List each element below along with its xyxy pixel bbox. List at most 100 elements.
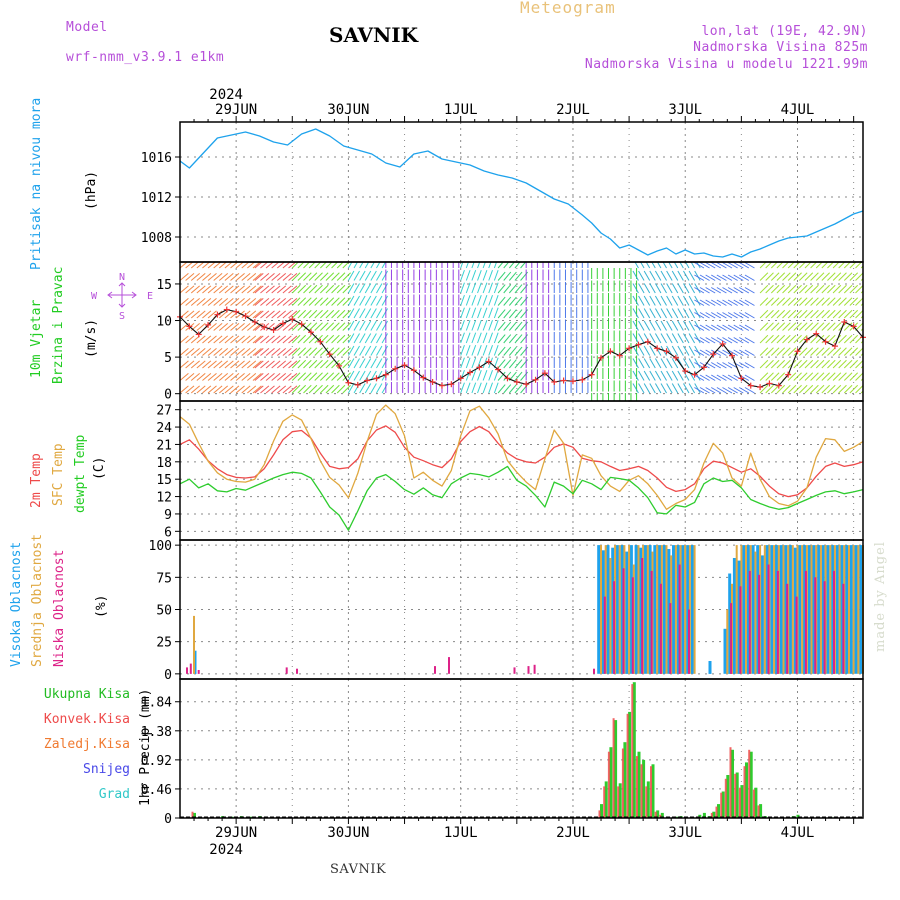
- total-rain-bar: [731, 749, 734, 818]
- y-tick-label: 25: [156, 636, 172, 651]
- wind-barb: [815, 262, 823, 269]
- wind-barb: [508, 262, 516, 269]
- wind-barb: [649, 295, 656, 306]
- y-tick-label: 15: [156, 473, 172, 488]
- wind-barb: [359, 320, 366, 331]
- wind-barb: [638, 295, 645, 306]
- high-cloud-bar: [606, 545, 610, 674]
- wind-barb: [297, 334, 307, 344]
- compass-east-arrow: [131, 291, 137, 299]
- wind-barb: [260, 310, 270, 319]
- wind-barb: [308, 297, 318, 306]
- wind-barb: [308, 262, 316, 269]
- wind-barb: [660, 370, 667, 381]
- wind-barb: [727, 362, 738, 369]
- wind-barb: [252, 285, 262, 294]
- wind-barb: [331, 372, 340, 381]
- mid-cloud-bar: [609, 558, 612, 674]
- wind-barb: [849, 284, 859, 294]
- high-cloud-bar: [644, 545, 647, 674]
- total-rain-bar: [614, 720, 618, 818]
- wind-barb: [196, 298, 206, 306]
- wind-barb: [185, 360, 195, 369]
- low-cloud-bar: [814, 577, 817, 674]
- convective-rain-bar: [603, 786, 606, 818]
- high-cloud-bar: [667, 549, 671, 674]
- wind-barb: [196, 335, 206, 344]
- wind-barb: [727, 374, 738, 381]
- wind-barb: [303, 262, 311, 269]
- wind-barb: [776, 297, 786, 306]
- wind-barb: [827, 334, 836, 344]
- wind-barb: [683, 383, 690, 394]
- wind-barb: [711, 349, 722, 356]
- wind-barb: [716, 362, 727, 369]
- top-year-label: 2024: [209, 87, 243, 103]
- wind-barb: [213, 373, 223, 381]
- low-cloud-bar: [758, 574, 761, 674]
- wind-barb: [230, 373, 240, 381]
- wind-barb: [514, 384, 523, 394]
- wind-barb: [765, 334, 774, 344]
- wind-barb: [838, 359, 847, 369]
- wind-barb: [235, 348, 245, 356]
- wind-barb: [770, 284, 780, 294]
- wind-barb: [821, 372, 830, 381]
- wind-barb: [465, 282, 471, 294]
- wind-barb: [649, 358, 656, 369]
- wind-barb: [265, 323, 275, 331]
- low-cloud-bar: [688, 609, 690, 674]
- wind-barb: [716, 324, 727, 331]
- wind-barb: [342, 334, 351, 344]
- wind-barb: [799, 359, 808, 369]
- wind-barb: [855, 384, 863, 394]
- wind-barb: [207, 335, 217, 344]
- wind-barb: [376, 295, 383, 306]
- wind-barb: [684, 262, 690, 269]
- wind-barb: [770, 262, 779, 269]
- wind-barb: [471, 294, 477, 306]
- wind-barb: [493, 307, 499, 319]
- wind-barb: [694, 345, 701, 356]
- wind-barb: [776, 334, 786, 344]
- y-tick-label: 5: [164, 351, 172, 366]
- wind-barb: [190, 285, 200, 294]
- wind-barb: [336, 309, 346, 319]
- wind-barb: [477, 319, 482, 331]
- wind-barb: [477, 269, 482, 281]
- wind-barb: [331, 262, 339, 269]
- wind-barb: [460, 382, 465, 394]
- wind-barb: [688, 358, 696, 369]
- wind-barb: [638, 270, 645, 281]
- wind-barb: [503, 321, 512, 331]
- wind-barb: [342, 309, 351, 319]
- mid-cloud-bar: [810, 545, 813, 674]
- wind-barb: [654, 308, 662, 319]
- wind-barb: [271, 385, 281, 394]
- wind-barb: [671, 333, 679, 344]
- wind-barb: [787, 262, 795, 269]
- legend-total-rain: Ukupna Kisa: [43, 687, 130, 702]
- wind-barb: [722, 349, 733, 356]
- low-cloud-bar: [631, 577, 634, 674]
- wind-barb: [727, 312, 738, 319]
- sfc-temp-line: [179, 404, 864, 510]
- convective-rain-bar: [607, 751, 610, 818]
- wind-barb: [314, 297, 323, 306]
- wind-barb: [765, 384, 774, 394]
- wind-barb: [838, 334, 847, 344]
- wind-barb: [207, 273, 217, 281]
- wind-barb: [838, 384, 847, 394]
- wind-barb: [230, 360, 240, 369]
- wind-barb: [213, 298, 223, 306]
- high-cloud-bar: [812, 545, 816, 674]
- wind-barb: [303, 297, 312, 306]
- wind-barb: [694, 312, 705, 319]
- low-cloud-bar: [804, 570, 807, 674]
- wind-barb: [370, 383, 377, 394]
- high-cloud-bar: [601, 550, 605, 674]
- wind-barb: [638, 345, 645, 356]
- wind-barb: [843, 334, 853, 344]
- compass-west-arrow: [107, 291, 113, 299]
- wind-barb: [353, 308, 360, 319]
